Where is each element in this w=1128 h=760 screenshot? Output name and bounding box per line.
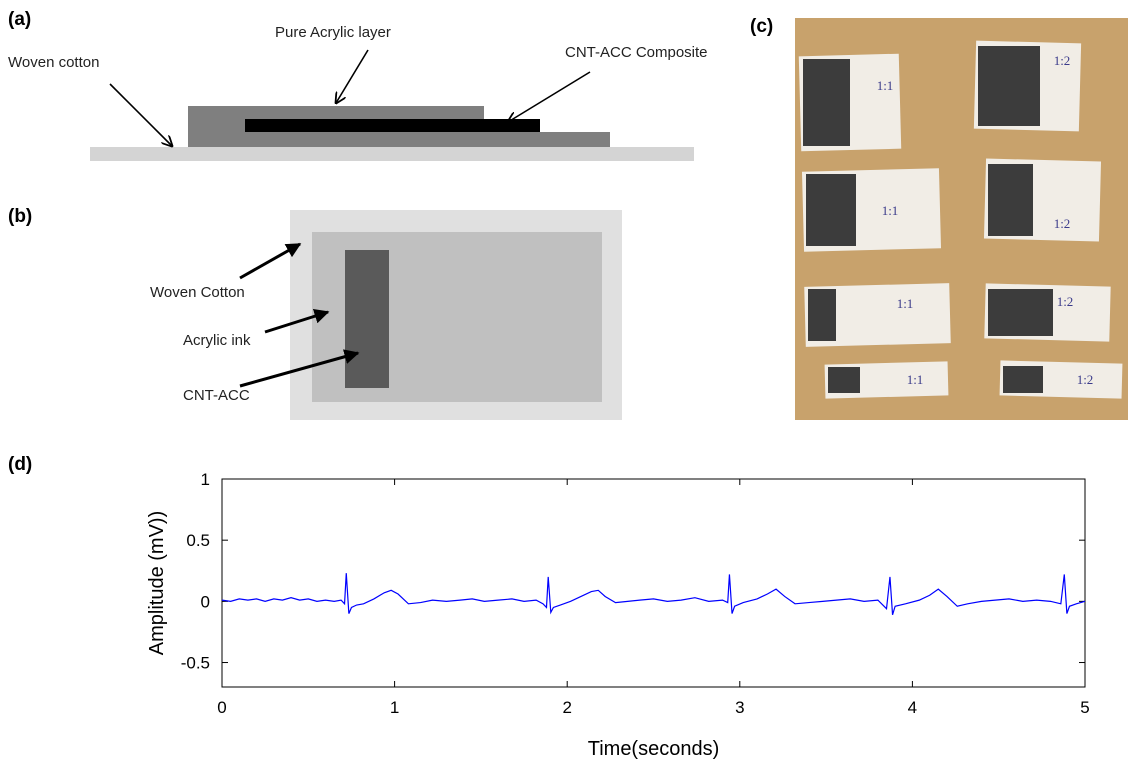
annotation: Pure Acrylic layer bbox=[275, 24, 391, 41]
cotton-layer bbox=[90, 147, 694, 161]
panel-label: (b) bbox=[8, 206, 32, 227]
annotation: Woven Cotton bbox=[150, 284, 245, 301]
fabric-sample bbox=[804, 283, 951, 347]
x-tick-label: 4 bbox=[908, 698, 917, 717]
cnt-coating bbox=[808, 289, 836, 341]
x-tick-label: 3 bbox=[735, 698, 744, 717]
arrow bbox=[508, 71, 591, 122]
cnt-coating bbox=[1003, 366, 1043, 393]
cnt-coating bbox=[978, 46, 1040, 126]
panel-label: (d) bbox=[8, 454, 32, 475]
sample-label: 1:2 bbox=[1077, 372, 1094, 387]
annotation: Acrylic ink bbox=[183, 332, 251, 349]
ecg-line bbox=[221, 573, 1086, 615]
sample-label: 1:2 bbox=[1054, 53, 1071, 68]
y-tick-label: 0 bbox=[201, 592, 210, 611]
sample-label: 1:2 bbox=[1054, 216, 1071, 231]
panel-label: (c) bbox=[750, 16, 773, 37]
sample-label: 1:2 bbox=[1057, 294, 1074, 309]
arrow bbox=[239, 349, 360, 388]
x-axis-label: Time(seconds) bbox=[588, 738, 720, 760]
cnt-coating bbox=[803, 59, 850, 146]
y-tick-label: -0.5 bbox=[181, 654, 210, 673]
arrow bbox=[239, 242, 302, 280]
cnt-coating bbox=[806, 174, 856, 246]
plot-frame bbox=[221, 478, 1086, 688]
x-tick-label: 5 bbox=[1080, 698, 1089, 717]
sample-label: 1:1 bbox=[882, 203, 899, 218]
x-tick-label: 1 bbox=[390, 698, 399, 717]
sample-label: 1:1 bbox=[877, 78, 894, 93]
cnt-region bbox=[345, 250, 389, 388]
annotation: CNT-ACC bbox=[183, 387, 250, 404]
panel-a: Woven cotton Pure Acrylic layer CNT-ACC … bbox=[8, 24, 708, 161]
cnt-coating bbox=[988, 289, 1053, 336]
sample-label: 1:1 bbox=[907, 372, 924, 387]
x-tick-label: 0 bbox=[217, 698, 226, 717]
arrow bbox=[109, 83, 172, 146]
arrow bbox=[336, 49, 369, 103]
panel-c-photo: 1:1 1:2 1:1 1:2 1:1 1:2 1:1 1:2 bbox=[795, 18, 1128, 420]
panel-label: (a) bbox=[8, 9, 31, 30]
y-tick-label: 0.5 bbox=[186, 531, 210, 550]
y-tick-label: 1 bbox=[201, 470, 210, 489]
x-tick-label: 2 bbox=[562, 698, 571, 717]
annotation: CNT-ACC Composite bbox=[565, 44, 708, 61]
cnt-coating bbox=[828, 367, 860, 393]
panel-d-chart: 0 1 2 3 4 5 -0.5 0 0.5 1 Time(seconds) Amplitude (m… bbox=[146, 470, 1090, 760]
cnt-coating bbox=[988, 164, 1033, 236]
panel-b: Woven Cotton Acrylic ink CNT-ACC bbox=[150, 210, 622, 420]
acrylic-layer bbox=[484, 132, 610, 147]
annotation: Woven cotton bbox=[8, 54, 99, 71]
sample-label: 1:1 bbox=[897, 296, 914, 311]
y-axis-label: Amplitude (mV)) bbox=[146, 511, 168, 655]
cnt-layer bbox=[245, 119, 540, 132]
arrow bbox=[264, 308, 330, 334]
